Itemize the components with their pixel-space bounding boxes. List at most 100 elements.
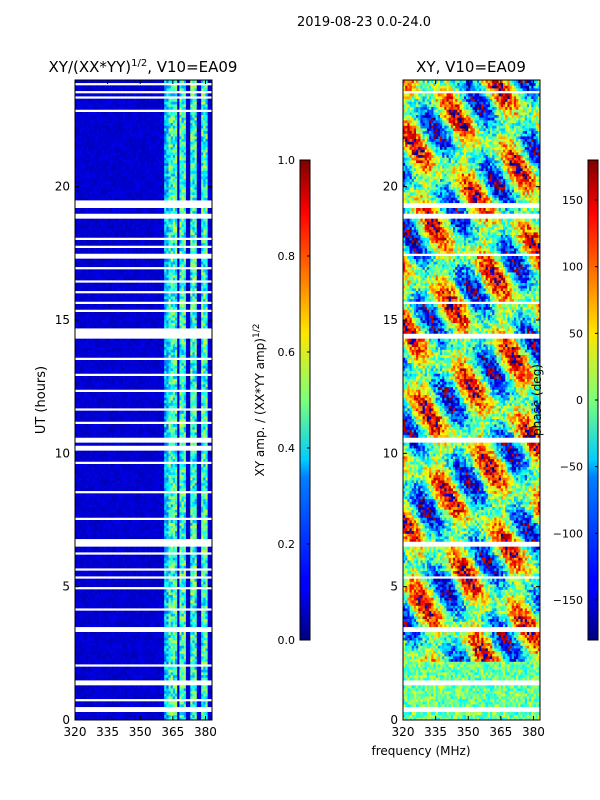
- heatmap-cell: [196, 466, 200, 470]
- heatmap-cell: [103, 546, 106, 550]
- heatmap-cell: [188, 458, 191, 462]
- heatmap-cell: [155, 690, 159, 694]
- heatmap-cell: [144, 477, 148, 481]
- heatmap-cell: [207, 685, 211, 689]
- heatmap-cell: [177, 656, 180, 660]
- heatmap-cell: [190, 589, 193, 593]
- heatmap-cell: [155, 658, 159, 662]
- heatmap-cell: [159, 632, 163, 636]
- heatmap-cell: [205, 570, 209, 574]
- heatmap-cell: [142, 506, 145, 510]
- heatmap-cell: [172, 474, 176, 478]
- heatmap-cell: [98, 701, 102, 705]
- heatmap-cell: [205, 616, 209, 620]
- heatmap-cell: [205, 605, 209, 609]
- heatmap-cell: [153, 533, 156, 537]
- heatmap-cell: [185, 584, 189, 588]
- heatmap-cell: [144, 712, 148, 716]
- heatmap-cell: [170, 672, 174, 676]
- heatmap-cell: [177, 701, 180, 705]
- heatmap-cell: [109, 685, 113, 689]
- heatmap-cell: [188, 674, 191, 678]
- heatmap-cell: [166, 482, 169, 486]
- heatmap-cell: [151, 525, 154, 529]
- heatmap-cell: [170, 506, 174, 510]
- heatmap-cell: [161, 661, 165, 665]
- heatmap-cell: [77, 597, 80, 601]
- heatmap-cell: [109, 506, 113, 510]
- heatmap-cell: [138, 677, 141, 681]
- heatmap-cell: [107, 477, 111, 481]
- heatmap-cell: [142, 610, 145, 614]
- heatmap-cell: [183, 514, 187, 518]
- heatmap-cell: [142, 554, 145, 558]
- heatmap-cell: [118, 512, 122, 516]
- heatmap-cell: [185, 624, 189, 628]
- heatmap-cell: [205, 589, 209, 593]
- heatmap-cell: [129, 469, 132, 473]
- heatmap-cell: [164, 472, 167, 476]
- heatmap-cell: [172, 640, 176, 644]
- heatmap-cell: [172, 610, 176, 614]
- heatmap-cell: [94, 637, 98, 641]
- heatmap-cell: [181, 560, 185, 564]
- heatmap-cell: [183, 522, 187, 526]
- heatmap-cell: [77, 632, 80, 636]
- heatmap-cell: [116, 674, 119, 678]
- heatmap-cell: [190, 549, 193, 553]
- heatmap-cell: [88, 602, 91, 606]
- heatmap-cell: [138, 712, 141, 716]
- heatmap-cell: [188, 501, 191, 505]
- heatmap-cell: [205, 634, 209, 638]
- heatmap-cell: [205, 536, 209, 540]
- heatmap-cell: [148, 525, 152, 529]
- heatmap-cell: [153, 584, 156, 588]
- heatmap-cell: [133, 469, 137, 473]
- heatmap-cell: [146, 650, 150, 654]
- heatmap-cell: [192, 522, 196, 526]
- heatmap-cell: [148, 600, 152, 604]
- heatmap-cell: [159, 661, 163, 665]
- heatmap-cell: [201, 674, 204, 678]
- heatmap-cell: [116, 554, 119, 558]
- heatmap-cell: [148, 549, 152, 553]
- heatmap-cell: [153, 690, 156, 694]
- heatmap-cell: [92, 528, 95, 532]
- heatmap-cell: [122, 554, 126, 558]
- heatmap-cell: [151, 704, 154, 708]
- heatmap-cell: [109, 482, 113, 486]
- heatmap-cell: [192, 690, 196, 694]
- heatmap-cell: [153, 506, 156, 510]
- heatmap-cell: [120, 464, 124, 468]
- heatmap-cell: [133, 634, 137, 638]
- heatmap-cell: [105, 464, 109, 468]
- heatmap-cell: [85, 536, 89, 540]
- heatmap-cell: [170, 624, 174, 628]
- heatmap-cell: [127, 514, 130, 518]
- heatmap-cell: [129, 496, 132, 500]
- heatmap-cell: [157, 546, 161, 550]
- heatmap-cell: [177, 674, 180, 678]
- heatmap-cell: [105, 458, 109, 462]
- heatmap-cell: [77, 693, 80, 697]
- heatmap-cell: [138, 480, 141, 484]
- heatmap-cell: [172, 528, 176, 532]
- heatmap-cell: [79, 509, 82, 513]
- heatmap-cell: [183, 701, 187, 705]
- heatmap-cell: [207, 509, 211, 513]
- heatmap-cell: [88, 605, 91, 609]
- heatmap-cell: [151, 624, 154, 628]
- heatmap-cell: [177, 466, 180, 470]
- heatmap-cell: [88, 658, 91, 662]
- heatmap-cell: [109, 464, 113, 468]
- heatmap-cell: [83, 458, 87, 462]
- heatmap-cell: [151, 584, 154, 588]
- heatmap-cell: [144, 512, 148, 516]
- heatmap-cell: [116, 696, 119, 700]
- heatmap-cell: [209, 610, 212, 614]
- heatmap-cell: [140, 560, 143, 564]
- heatmap-cell: [90, 560, 93, 564]
- heatmap-cell: [83, 674, 87, 678]
- heatmap-cell: [96, 482, 100, 486]
- heatmap-cell: [111, 528, 115, 532]
